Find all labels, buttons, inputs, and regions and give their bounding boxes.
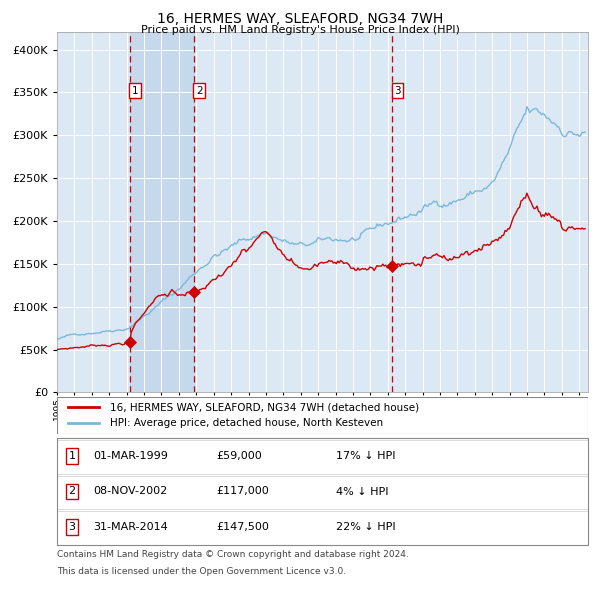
Text: 2: 2 — [68, 487, 76, 496]
Text: This data is licensed under the Open Government Licence v3.0.: This data is licensed under the Open Gov… — [57, 567, 346, 576]
Text: 3: 3 — [68, 522, 76, 532]
Text: HPI: Average price, detached house, North Kesteven: HPI: Average price, detached house, Nort… — [110, 418, 383, 428]
Text: 08-NOV-2002: 08-NOV-2002 — [93, 487, 167, 496]
Text: Price paid vs. HM Land Registry's House Price Index (HPI): Price paid vs. HM Land Registry's House … — [140, 25, 460, 35]
Text: £117,000: £117,000 — [216, 487, 269, 496]
FancyBboxPatch shape — [57, 397, 588, 434]
Text: 1: 1 — [131, 86, 139, 96]
Text: 01-MAR-1999: 01-MAR-1999 — [93, 451, 168, 461]
Text: £147,500: £147,500 — [216, 522, 269, 532]
Bar — [130, 32, 194, 392]
Text: Contains HM Land Registry data © Crown copyright and database right 2024.: Contains HM Land Registry data © Crown c… — [57, 550, 409, 559]
Text: 4% ↓ HPI: 4% ↓ HPI — [336, 487, 389, 496]
Text: 1: 1 — [68, 451, 76, 461]
Text: 2: 2 — [196, 86, 202, 96]
Text: 22% ↓ HPI: 22% ↓ HPI — [336, 522, 395, 532]
Text: 16, HERMES WAY, SLEAFORD, NG34 7WH (detached house): 16, HERMES WAY, SLEAFORD, NG34 7WH (deta… — [110, 402, 419, 412]
Text: 16, HERMES WAY, SLEAFORD, NG34 7WH: 16, HERMES WAY, SLEAFORD, NG34 7WH — [157, 12, 443, 26]
Text: £59,000: £59,000 — [216, 451, 262, 461]
Text: 31-MAR-2014: 31-MAR-2014 — [93, 522, 168, 532]
Text: 17% ↓ HPI: 17% ↓ HPI — [336, 451, 395, 461]
Text: 3: 3 — [394, 86, 401, 96]
